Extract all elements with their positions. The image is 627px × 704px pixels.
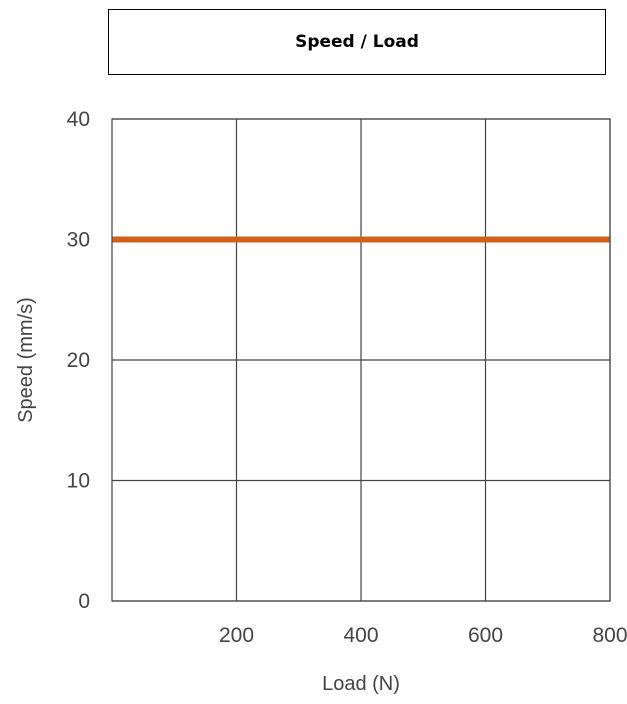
plot-frame <box>111 118 611 602</box>
y-tick-label-0: 0 <box>78 590 90 613</box>
y-axis-label: Speed (mm/s) <box>15 297 37 423</box>
x-axis-ticks: 200 400 600 800 <box>219 624 627 647</box>
y-tick-label-3: 30 <box>67 229 90 252</box>
chart-title: Speed / Load <box>108 9 606 75</box>
grid-lines <box>112 118 611 602</box>
x-tick-label-1: 400 <box>343 624 378 647</box>
x-tick-label-0: 200 <box>219 624 254 647</box>
y-tick-label-2: 20 <box>67 349 90 372</box>
x-axis-label: Load (N) <box>322 673 400 695</box>
x-tick-label-3: 800 <box>592 624 627 647</box>
y-tick-label-4: 40 <box>67 108 90 131</box>
x-tick-label-2: 600 <box>468 624 503 647</box>
y-tick-label-1: 10 <box>67 470 90 493</box>
y-axis-ticks: 0 10 20 30 40 <box>67 108 90 613</box>
